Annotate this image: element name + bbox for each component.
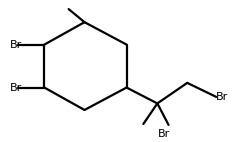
Text: Br: Br (216, 92, 228, 102)
Text: Br: Br (10, 40, 22, 50)
Text: Br: Br (10, 83, 22, 93)
Text: Br: Br (158, 129, 170, 139)
